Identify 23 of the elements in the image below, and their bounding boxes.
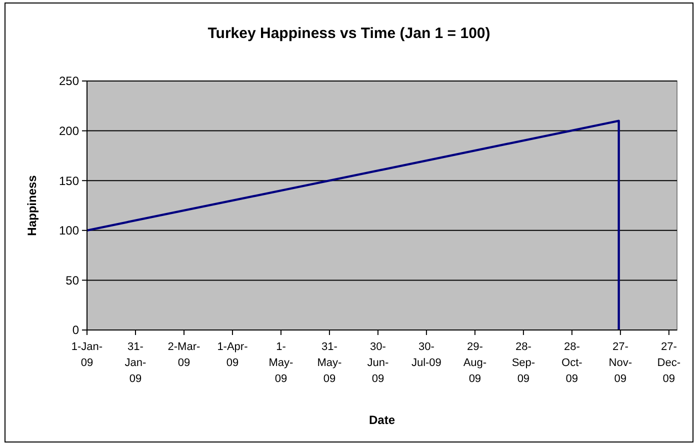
y-tick-label: 0 bbox=[72, 323, 80, 338]
x-tick-label: 1-Jan-09 bbox=[71, 341, 103, 369]
x-tick-label: 31-May-09 bbox=[317, 341, 342, 385]
x-tick-label: 27-Nov-09 bbox=[608, 341, 632, 385]
x-tick-label: 30-Jul-09 bbox=[411, 341, 442, 369]
x-tick-label: 1-May-09 bbox=[268, 341, 294, 385]
y-tick-label: 100 bbox=[58, 224, 80, 238]
y-tick-label: 50 bbox=[66, 273, 80, 288]
chart-title: Turkey Happiness vs Time (Jan 1 = 100) bbox=[208, 25, 490, 42]
y-tick-label: 150 bbox=[58, 174, 80, 188]
x-tick-label: 27-Dec-09 bbox=[657, 341, 681, 385]
line-series bbox=[86, 120, 620, 332]
x-axis-title: Date bbox=[368, 413, 396, 427]
x-tick-label: 30-Jun-09 bbox=[367, 341, 389, 385]
x-tick-label: 28-Oct-09 bbox=[562, 341, 583, 385]
x-tick-label: 2-Mar-09 bbox=[168, 341, 201, 369]
y-tick-label: 250 bbox=[58, 74, 80, 88]
y-axis-title: Happiness bbox=[25, 174, 39, 236]
x-tick-label: 29-Aug-09 bbox=[463, 341, 487, 385]
x-tick-label: 1-Apr-09 bbox=[217, 341, 248, 369]
y-tick-label: 200 bbox=[58, 124, 80, 138]
x-tick-label: 31-Jan-09 bbox=[124, 341, 147, 385]
x-tick-label: 28-Sep-09 bbox=[512, 341, 536, 385]
